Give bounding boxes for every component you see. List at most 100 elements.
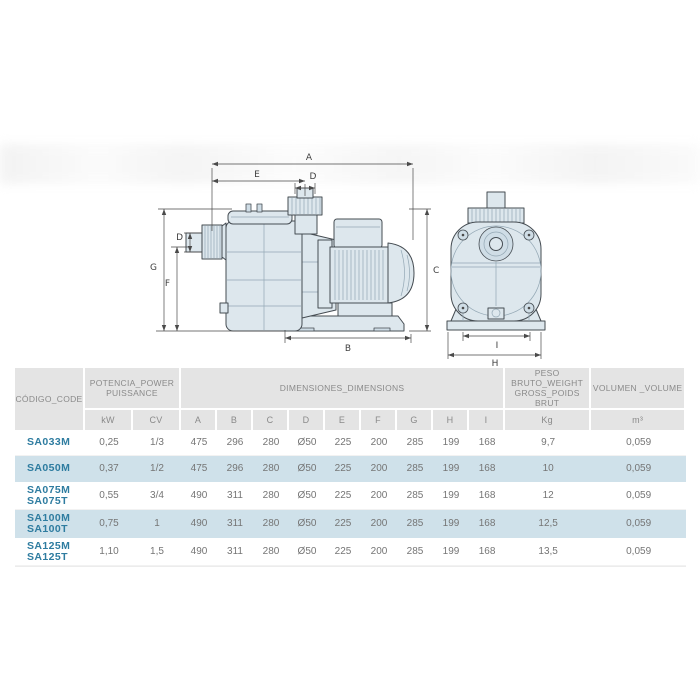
table-cell: 0,059 [591, 538, 687, 566]
dim-label-h: H [492, 359, 499, 368]
product-code: SA075M [27, 483, 71, 496]
product-code: SA100M [27, 511, 71, 524]
dimension-annotations: A E D G F D [150, 153, 542, 368]
table-row: SA033M 0,25 1/3 475 296 280 Ø50 225 200 285 199 168… [15, 430, 687, 456]
header-power-line2: PUISSANCE [106, 388, 158, 398]
table-cell: 0,55 [85, 482, 133, 510]
table-cell: 475 [181, 456, 217, 482]
header-weight-line1: PESO BRUTO_WEIGHT [511, 368, 584, 388]
product-code-cell: SA033M [15, 430, 85, 456]
table-cell: 225 [325, 482, 361, 510]
header-weight-line2: GROSS_POIDS BRUT [514, 388, 580, 408]
subheader-dim-h: H [433, 410, 469, 430]
table-cell: 296 [217, 430, 253, 456]
table-row: SA050M 0,37 1/2 475 296 280 Ø50 225 200 285 199 168… [15, 456, 687, 482]
table-cell: Ø50 [289, 538, 325, 566]
technical-drawing: A E D G F D [150, 153, 546, 368]
table-cell: 200 [361, 430, 397, 456]
dim-label-e: E [254, 170, 260, 180]
dim-label-a: A [306, 153, 313, 163]
table-cell: 199 [433, 456, 469, 482]
subheader-kg: Kg [505, 410, 592, 430]
table-cell: 200 [361, 510, 397, 538]
header-power: POTENCIA_POWER PUISSANCE [85, 368, 181, 410]
header-weight: PESO BRUTO_WEIGHT GROSS_POIDS BRUT [505, 368, 592, 410]
table-cell: 280 [253, 456, 289, 482]
table-cell: 225 [325, 538, 361, 566]
spec-table-head: CÓDIGO_CODE POTENCIA_POWER PUISSANCE DIM… [15, 368, 687, 430]
table-cell: Ø50 [289, 430, 325, 456]
table-cell: 296 [217, 456, 253, 482]
table-cell: 490 [181, 510, 217, 538]
table-cell: 490 [181, 482, 217, 510]
table-row: SA075M SA075T 0,55 3/4 490 311 280 Ø50 225 200 285… [15, 482, 687, 510]
subheader-dim-b: B [217, 410, 253, 430]
table-cell: 200 [361, 482, 397, 510]
dim-label-g: G [150, 263, 157, 273]
table-cell: 285 [397, 510, 433, 538]
spec-table: CÓDIGO_CODE POTENCIA_POWER PUISSANCE DIM… [15, 368, 687, 567]
product-code: SA100T [27, 522, 68, 535]
table-cell: 200 [361, 456, 397, 482]
table-cell: 168 [469, 510, 506, 538]
product-code: SA050M [27, 462, 71, 474]
table-cell: 12 [505, 482, 592, 510]
header-dimensions: DIMENSIONES_DIMENSIONS [181, 368, 506, 410]
dim-label-b: B [345, 344, 351, 354]
subheader-dim-d: D [289, 410, 325, 430]
product-code: SA033M [27, 436, 71, 448]
table-cell: 311 [217, 538, 253, 566]
spec-table-body: SA033M 0,25 1/3 475 296 280 Ø50 225 200 285 199 168… [15, 430, 687, 566]
dim-label-d-top: D [310, 172, 317, 182]
table-cell: 0,37 [85, 456, 133, 482]
table-cell: 280 [253, 538, 289, 566]
table-cell: 168 [469, 456, 506, 482]
product-code-cell: SA050M [15, 456, 85, 482]
table-row: SA100M SA100T 0,75 1 490 311 280 Ø50 225 200 285 19… [15, 510, 687, 538]
table-cell: 285 [397, 538, 433, 566]
table-cell: 490 [181, 538, 217, 566]
table-cell: 199 [433, 430, 469, 456]
table-cell: 1/3 [133, 430, 181, 456]
table-cell: 199 [433, 538, 469, 566]
table-cell: 475 [181, 430, 217, 456]
header-power-line1: POTENCIA_POWER [89, 378, 175, 388]
subheader-m3: m³ [591, 410, 687, 430]
product-code: SA125T [27, 550, 68, 563]
table-cell: 0,059 [591, 510, 687, 538]
table-cell: 0,75 [85, 510, 133, 538]
table-cell: 200 [361, 538, 397, 566]
table-cell: 285 [397, 456, 433, 482]
table-cell: 168 [469, 430, 506, 456]
product-code-cell: SA075M SA075T [15, 482, 85, 510]
pump-front-view [446, 191, 546, 331]
subheader-kw: kW [85, 410, 133, 430]
table-cell: 311 [217, 510, 253, 538]
header-code: CÓDIGO_CODE [15, 368, 85, 430]
pump-side-view [185, 187, 415, 332]
table-cell: 285 [397, 430, 433, 456]
table-cell: 1,5 [133, 538, 181, 566]
subheader-dim-i: I [469, 410, 506, 430]
table-cell: 12,5 [505, 510, 592, 538]
dim-label-f: F [165, 279, 170, 289]
product-code-cell: SA100M SA100T [15, 510, 85, 538]
table-cell: 1 [133, 510, 181, 538]
table-cell: 1,10 [85, 538, 133, 566]
table-cell: 225 [325, 430, 361, 456]
subheader-dim-g: G [397, 410, 433, 430]
table-cell: 13,5 [505, 538, 592, 566]
subheader-cv: CV [133, 410, 181, 430]
subheader-dim-a: A [181, 410, 217, 430]
dim-label-i: I [496, 341, 499, 351]
table-cell: 285 [397, 482, 433, 510]
product-code-cell: SA125M SA125T [15, 538, 85, 566]
subheader-dim-f: F [361, 410, 397, 430]
table-cell: 225 [325, 456, 361, 482]
table-cell: 168 [469, 482, 506, 510]
dim-label-c: C [433, 266, 439, 276]
subheader-dim-e: E [325, 410, 361, 430]
product-code: SA125M [27, 539, 71, 552]
table-cell: 9,7 [505, 430, 592, 456]
subheader-dim-c: C [253, 410, 289, 430]
